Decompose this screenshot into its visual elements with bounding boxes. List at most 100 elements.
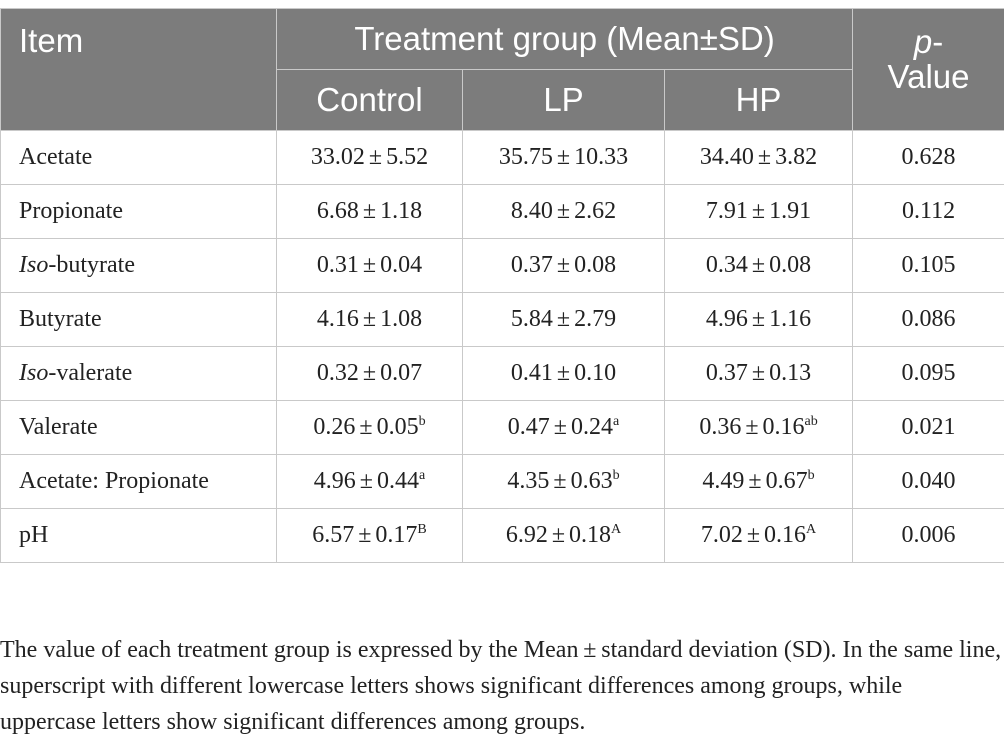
cell-hp: 7.02 ±0.16A — [663, 508, 854, 563]
mean-value: 6.68 — [316, 198, 359, 224]
mean-value: 0.31 — [316, 252, 359, 278]
mean-value: 0.47 — [507, 414, 550, 440]
cell-lp: 5.84 ±2.79 — [462, 292, 665, 347]
sd-value: 0.24 — [570, 414, 613, 440]
sd-value: 0.05 — [376, 414, 419, 440]
table-footnote: The value of each treatment group is exp… — [0, 637, 1002, 735]
sd-value: 1.08 — [380, 306, 423, 332]
plus-minus-sign: ± — [751, 360, 766, 386]
plus-minus-sign: ± — [751, 306, 766, 332]
cell-lp: 0.37 ±0.08 — [462, 238, 665, 293]
mean-value: 0.37 — [705, 360, 748, 386]
header-row-top: Item Treatment group (Mean±SD) p- Value — [0, 8, 1004, 131]
header-p-rest: - Value — [887, 23, 970, 95]
plus-minus-sign: ± — [746, 522, 761, 548]
mean-value: 0.37 — [510, 252, 553, 278]
sd-value: 0.08 — [574, 252, 617, 278]
sd-value: 0.63 — [570, 468, 613, 494]
cell-hp: 7.91 ±1.91 — [663, 184, 854, 239]
significance-letter: A — [806, 522, 817, 537]
mean-value: 5.84 — [510, 306, 553, 332]
plus-minus-sign: ± — [551, 522, 566, 548]
cell-lp: 4.35 ±0.63b — [462, 454, 665, 509]
sd-value: 0.17 — [375, 522, 418, 548]
plus-minus-sign: ± — [362, 306, 377, 332]
cell-control: 33.02 ±5.52 — [276, 130, 463, 185]
mean-value: 8.40 — [510, 198, 553, 224]
cell-p-value: 0.086 — [852, 292, 1004, 347]
plus-minus-sign: ± — [556, 198, 571, 224]
sd-value: 0.16 — [764, 522, 807, 548]
cell-control: 0.32 ±0.07 — [276, 346, 463, 401]
row-label-text: -butyrate — [48, 252, 135, 278]
cell-hp: 4.96 ±1.16 — [663, 292, 854, 347]
cell-p-value: 0.021 — [852, 400, 1004, 455]
plus-minus-sign: ± — [748, 468, 762, 494]
mean-value: 34.40 — [699, 144, 754, 170]
plus-minus-sign: ± — [362, 198, 377, 224]
sd-value: 0.44 — [376, 468, 419, 494]
header-control: Control — [276, 69, 463, 131]
mean-value: 0.32 — [316, 360, 359, 386]
mean-value: 7.02 — [700, 522, 743, 548]
cell-lp: 35.75 ±10.33 — [462, 130, 665, 185]
header-row-sub: Control LP HP — [1, 69, 1004, 131]
cell-p-value: 0.628 — [852, 130, 1004, 185]
row-label: Valerate — [0, 400, 277, 455]
row-label: Iso-valerate — [0, 346, 277, 401]
mean-value: 4.35 — [507, 468, 550, 494]
cell-control: 4.16 ±1.08 — [276, 292, 463, 347]
cell-lp: 8.40 ±2.62 — [462, 184, 665, 239]
sd-value: 10.33 — [574, 144, 629, 170]
plus-minus-sign: ± — [358, 522, 372, 548]
significance-letter: B — [417, 522, 427, 537]
significance-letter: b — [418, 414, 426, 429]
sd-value: 1.91 — [769, 198, 812, 224]
mean-value: 4.96 — [705, 306, 748, 332]
header-item: Item — [0, 8, 277, 131]
row-label-italic: Iso — [19, 252, 49, 278]
header-lp: LP — [462, 69, 665, 131]
sd-value: 1.16 — [769, 306, 812, 332]
header-p-italic: p — [913, 23, 933, 60]
sd-value: 0.10 — [574, 360, 617, 386]
header-hp: HP — [663, 69, 854, 131]
table-row: Acetate 33.02 ±5.52 35.75 ±10.33 34.40 ±3.82 0.… — [0, 130, 1004, 185]
plus-minus-sign: ± — [553, 468, 567, 494]
mean-value: 35.75 — [498, 144, 553, 170]
mean-value: 6.57 — [312, 522, 355, 548]
sd-value: 1.18 — [380, 198, 423, 224]
header-treatment-group: Treatment group (Mean±SD) — [275, 8, 854, 70]
cell-control: 6.57 ±0.17B — [276, 508, 463, 563]
table-row: Propionate 6.68 ±1.18 8.40 ±2.62 7.91 ±1.91 0.1… — [0, 184, 1004, 239]
plus-minus-sign: ± — [556, 252, 571, 278]
cell-control: 0.26 ±0.05b — [276, 400, 463, 455]
cell-p-value: 0.006 — [852, 508, 1004, 563]
significance-letter: ab — [804, 414, 818, 429]
significance-letter: a — [612, 414, 620, 429]
plus-minus-sign: ± — [359, 414, 373, 440]
cell-lp: 6.92 ±0.18A — [462, 508, 665, 563]
cell-p-value: 0.112 — [852, 184, 1004, 239]
plus-minus-sign: ± — [556, 144, 571, 170]
row-label-text: Acetate: Propionate — [19, 468, 209, 494]
plus-minus-sign: ± — [757, 144, 772, 170]
plus-minus-sign: ± — [751, 198, 766, 224]
cell-control: 4.96 ±0.44a — [276, 454, 463, 509]
table-header: Item Treatment group (Mean±SD) p- Value C… — [0, 8, 1004, 131]
cell-p-value: 0.040 — [852, 454, 1004, 509]
plus-minus-sign: ± — [362, 360, 377, 386]
sd-value: 3.82 — [775, 144, 818, 170]
table-row: pH 6.57 ±0.17B 6.92 ±0.18A 7.02 ±0.16A 0.006 — [0, 508, 1004, 563]
sd-value: 0.67 — [765, 468, 808, 494]
mean-value: 0.26 — [313, 414, 356, 440]
sd-value: 0.13 — [769, 360, 812, 386]
row-label-text: pH — [19, 522, 49, 548]
plus-minus-sign: ± — [553, 414, 567, 440]
plus-minus-sign: ± — [362, 252, 377, 278]
sd-value: 0.16 — [762, 414, 805, 440]
sd-value: 0.18 — [569, 522, 612, 548]
mean-value: 4.96 — [313, 468, 356, 494]
header-p-value: p- Value — [852, 8, 1004, 131]
row-label: Iso-butyrate — [0, 238, 277, 293]
